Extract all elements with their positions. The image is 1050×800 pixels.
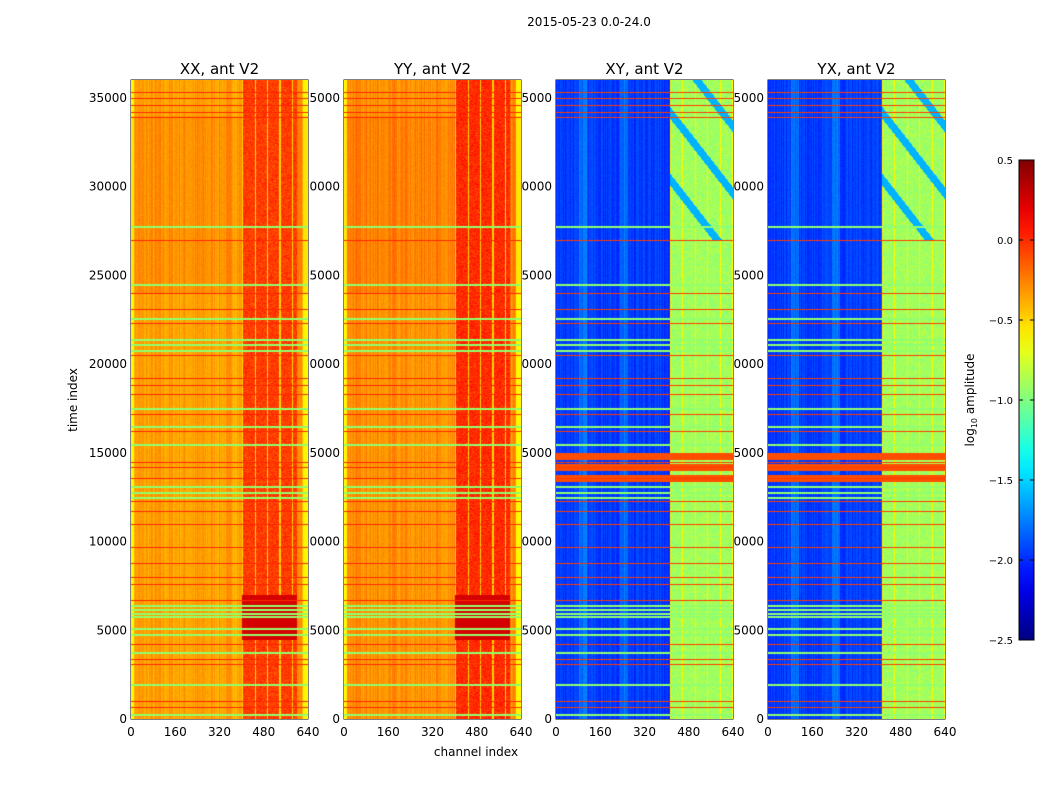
y-tick-label: 15000 [514,446,552,460]
y-tick-label: 0 [756,712,764,726]
y-tick-label: 15000 [89,446,127,460]
colorbar-tick-label: −2.5 [989,636,1013,647]
x-tick-label: 0 [552,725,560,739]
x-tick-label: 640 [934,725,957,739]
x-tick-label: 160 [589,725,612,739]
y-tick-label: 35000 [302,91,340,105]
colorbar: 0.5 0.0 −0.5 −1.0 −1.5 −2.0 −2.5 log10 amplitud… [963,156,1035,647]
heatmap-yy [344,80,521,719]
x-tick-label: 160 [164,725,187,739]
colorbar-tick-label: −1.5 [989,476,1013,487]
y-tick-label: 0 [332,712,340,726]
y-tick-label: 30000 [726,180,764,194]
colorbar-tick-label: −0.5 [989,316,1013,327]
y-tick-label: 10000 [302,535,340,549]
x-tick-label: 640 [722,725,745,739]
x-tick-label: 320 [845,725,868,739]
heatmap-xx [131,80,308,719]
colorbar-tick-label: −2.0 [989,556,1013,567]
y-tick-label: 20000 [302,357,340,371]
y-tick-label: 20000 [514,357,552,371]
panel-title: YY, ant V2 [393,60,471,78]
y-tick-label: 20000 [726,357,764,371]
heatmap-yx [768,80,945,719]
y-tick-label: 5000 [309,623,340,637]
x-tick-label: 480 [465,725,488,739]
y-tick-label: 35000 [726,91,764,105]
x-tick-label: 640 [297,725,320,739]
figure-suptitle: 2015-05-23 0.0-24.0 [527,15,651,29]
y-tick-label: 20000 [89,357,127,371]
y-tick-label: 25000 [89,268,127,282]
colorbar-label: log10 amplitude [963,354,979,447]
panel-title: XX, ant V2 [180,60,259,78]
y-tick-label: 25000 [726,268,764,282]
x-tick-label: 0 [340,725,348,739]
x-tick-label: 320 [208,725,231,739]
y-tick-label: 10000 [514,535,552,549]
x-axis-label: channel index [434,745,518,759]
y-tick-label: 35000 [514,91,552,105]
y-tick-label: 5000 [96,623,127,637]
x-tick-label: 480 [677,725,700,739]
y-tick-label: 35000 [89,91,127,105]
y-tick-label: 0 [544,712,552,726]
y-tick-label: 15000 [726,446,764,460]
y-tick-label: 0 [119,712,127,726]
y-tick-label: 10000 [89,535,127,549]
x-tick-label: 320 [421,725,444,739]
colorbar-tick-label: −1.0 [989,396,1013,407]
x-tick-label: 480 [252,725,275,739]
colorbar-tick-label: 0.5 [997,156,1013,167]
y-tick-label: 30000 [514,180,552,194]
colorbar-tick-label: 0.0 [997,236,1013,247]
heatmap-xy [556,80,733,719]
y-tick-label: 15000 [302,446,340,460]
x-tick-label: 480 [889,725,912,739]
x-tick-label: 160 [377,725,400,739]
x-tick-label: 0 [764,725,772,739]
y-axis-label: time index [66,368,80,432]
y-tick-label: 25000 [302,268,340,282]
panel-title: XY, ant V2 [605,60,683,78]
x-tick-label: 640 [510,725,533,739]
x-tick-label: 160 [801,725,824,739]
y-tick-label: 30000 [89,180,127,194]
y-tick-label: 5000 [733,623,764,637]
y-tick-label: 30000 [302,180,340,194]
y-tick-label: 25000 [514,268,552,282]
y-tick-label: 5000 [521,623,552,637]
x-tick-label: 320 [633,725,656,739]
y-tick-label: 10000 [726,535,764,549]
panel-title: YX, ant V2 [816,60,895,78]
x-tick-label: 0 [127,725,135,739]
